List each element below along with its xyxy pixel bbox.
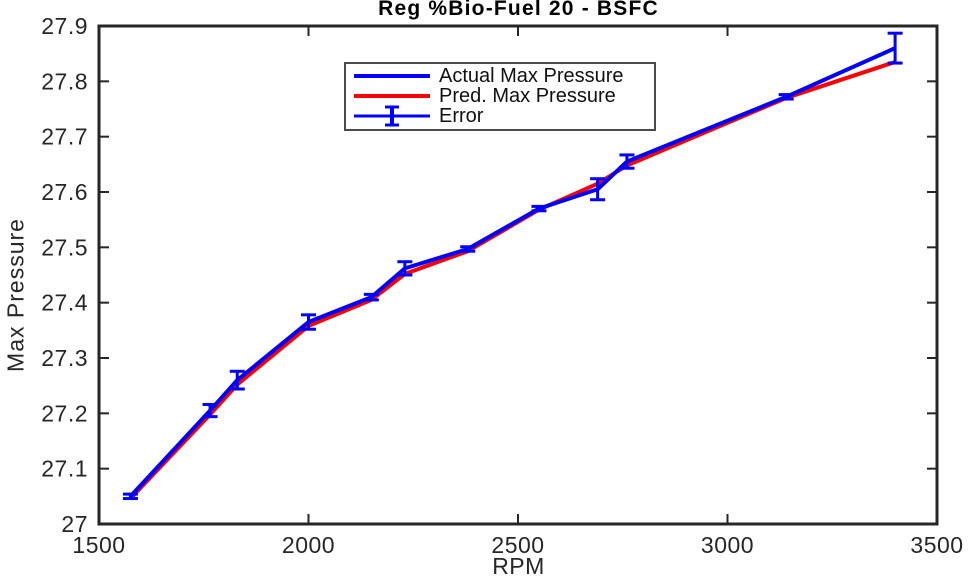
blue-line-icon	[354, 66, 430, 86]
svg-text:27.8: 27.8	[41, 68, 88, 94]
svg-text:3000: 3000	[701, 532, 754, 558]
svg-text:2000: 2000	[282, 532, 335, 558]
svg-text:27.4: 27.4	[41, 290, 88, 316]
legend: Actual Max Pressure Pred. Max Pressure E…	[344, 62, 656, 131]
legend-item-predicted: Pred. Max Pressure	[354, 86, 650, 106]
svg-text:27.5: 27.5	[41, 234, 88, 260]
red-line-icon	[354, 86, 430, 106]
svg-text:2500: 2500	[491, 532, 544, 558]
legend-label-error: Error	[439, 105, 484, 127]
legend-item-error: Error	[354, 105, 650, 127]
svg-text:27.9: 27.9	[41, 13, 88, 39]
legend-item-actual: Actual Max Pressure	[354, 66, 650, 86]
chart-title: Reg %Bio-Fuel 20 - BSFC	[378, 0, 659, 20]
svg-text:27.2: 27.2	[41, 400, 88, 426]
svg-text:3500: 3500	[910, 532, 963, 558]
legend-label-actual: Actual Max Pressure	[439, 65, 624, 87]
svg-text:27.6: 27.6	[41, 179, 88, 205]
error-bar-icon	[354, 105, 430, 127]
svg-text:27.7: 27.7	[41, 124, 88, 150]
x-axis-label: RPM	[492, 553, 545, 579]
svg-text:27.1: 27.1	[41, 456, 88, 482]
legend-label-predicted: Pred. Max Pressure	[439, 85, 616, 107]
svg-text:1500: 1500	[72, 532, 125, 558]
svg-text:27.3: 27.3	[41, 345, 88, 371]
svg-text:27: 27	[61, 511, 88, 537]
